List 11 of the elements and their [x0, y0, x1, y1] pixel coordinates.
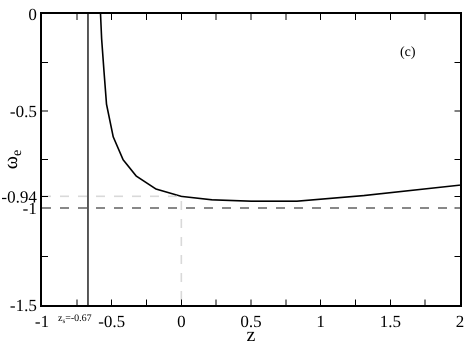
x-tick-label: -0.5: [98, 312, 126, 332]
y-tick-label: -0.5: [10, 102, 37, 121]
y-tick-label: -1.5: [10, 296, 37, 315]
y-tick-label: 0: [28, 4, 37, 24]
x-tick-label: 1.5: [380, 312, 401, 332]
x-tick-label: 1: [316, 312, 325, 332]
x-tick-label: -1: [34, 312, 50, 332]
annotation: (c): [400, 45, 416, 60]
x-tick-label: 2: [456, 312, 464, 332]
x-tick-label: 0: [177, 312, 186, 332]
ref-line-label: z$_{s}$=-0.67: [58, 313, 92, 326]
